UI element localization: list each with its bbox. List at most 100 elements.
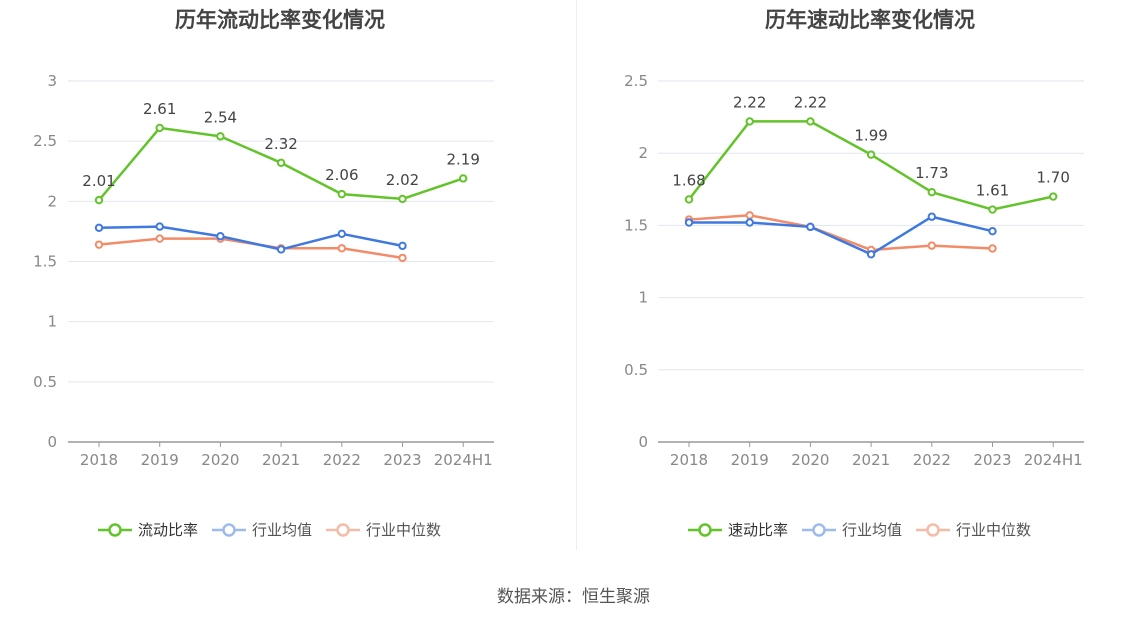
legend-line-marker-green: [688, 522, 722, 537]
data-point: [866, 150, 876, 159]
data-point: [988, 244, 997, 253]
series-line: [688, 214, 993, 252]
data-point: [216, 132, 225, 141]
data-point: [398, 241, 407, 251]
data-point: [866, 250, 876, 259]
x-tick-label: 2020: [201, 451, 239, 469]
chart-legend: 流动比率 行业均值 行业中位数: [98, 519, 441, 540]
data-point: [276, 158, 286, 168]
chart-title: 历年速动比率变化情况: [765, 8, 975, 32]
data-point: [398, 194, 407, 204]
chart-panel-current-ratio: 历年流动比率变化情况 0 0.5 1 1.5 2 2.5 3 2018 2019 2020 2021…: [0, 0, 573, 560]
legend-item-primary[interactable]: 速动比率: [688, 519, 788, 540]
panel-divider: [576, 0, 577, 550]
data-point: [806, 117, 815, 126]
chart-title: 历年流动比率变化情况: [175, 8, 385, 32]
legend-line-marker-blue: [212, 522, 247, 537]
data-label: 1.68: [672, 171, 705, 189]
data-point: [94, 240, 104, 249]
data-point: [927, 241, 936, 250]
y-tick-label: 2.5: [624, 72, 648, 90]
y-tick-label: 3: [47, 72, 57, 90]
legend-label: 行业中位数: [366, 521, 442, 539]
x-tick-label: 2022: [913, 451, 951, 469]
x-tick-label: 2021: [262, 451, 300, 469]
data-label: 1.99: [854, 127, 887, 145]
data-label: 2.32: [264, 135, 297, 153]
legend-line-marker-orange: [326, 522, 361, 537]
data-point: [745, 211, 754, 220]
series-line: [98, 237, 403, 260]
legend-item-median[interactable]: 行业中位数: [916, 519, 1031, 540]
legend-line-marker-blue: [802, 522, 837, 537]
data-point: [988, 205, 997, 214]
y-tick-label: 1: [47, 313, 57, 331]
legend-line-marker-green: [98, 522, 132, 537]
legend-line-marker-orange: [916, 522, 951, 537]
data-point: [337, 189, 346, 199]
data-label: 2.22: [733, 93, 766, 111]
y-tick-label: 2.5: [33, 132, 57, 150]
legend-item-average[interactable]: 行业均值: [212, 519, 312, 540]
y-tick-label: 0.5: [33, 373, 57, 391]
data-label: 1.70: [1036, 169, 1069, 187]
data-point: [94, 223, 104, 233]
data-point: [927, 187, 936, 197]
data-point: [94, 195, 104, 205]
data-point: [988, 226, 997, 236]
data-point: [337, 244, 346, 253]
legend-item-primary[interactable]: 流动比率: [98, 519, 198, 540]
y-tick-label: 1.5: [624, 216, 648, 234]
y-tick-label: 2: [47, 192, 57, 210]
data-source-note: 数据来源：恒生聚源: [497, 587, 650, 607]
data-point: [684, 195, 694, 204]
data-point: [745, 117, 754, 126]
legend-label: 速动比率: [728, 521, 789, 539]
data-point: [155, 234, 164, 243]
data-label: 2.54: [204, 108, 237, 126]
data-point: [459, 174, 468, 183]
legend-label: 行业均值: [842, 521, 903, 539]
legend-item-median[interactable]: 行业中位数: [326, 519, 441, 540]
data-point: [927, 212, 936, 221]
y-tick-label: 1: [638, 289, 648, 307]
legend-label: 流动比率: [138, 521, 199, 539]
data-point: [216, 232, 225, 241]
data-point: [684, 218, 694, 227]
data-label: 1.73: [915, 164, 948, 182]
data-label: 2.02: [386, 171, 419, 189]
x-tick-label: 2022: [323, 451, 361, 469]
data-label: 2.22: [794, 93, 827, 111]
y-tick-label: 2: [638, 144, 648, 162]
legend-label: 行业均值: [252, 521, 313, 539]
data-label: 2.01: [82, 172, 115, 190]
y-tick-label: 0: [638, 433, 648, 451]
x-tick-label: 2018: [670, 451, 708, 469]
data-label: 2.19: [446, 150, 479, 168]
data-label: 1.61: [976, 182, 1009, 200]
data-point: [155, 123, 164, 133]
x-tick-label: 2023: [973, 451, 1011, 469]
x-tick-label: 2018: [80, 451, 118, 469]
data-point: [337, 229, 346, 239]
x-tick-label: 2021: [852, 451, 890, 469]
data-point: [745, 218, 754, 227]
x-tick-label: 2019: [141, 451, 179, 469]
y-tick-label: 0.5: [624, 361, 648, 379]
data-point: [1049, 192, 1058, 201]
chart-legend: 速动比率 行业均值 行业中位数: [688, 519, 1031, 540]
chart-panel-quick-ratio: 历年速动比率变化情况 0 0.5 1 1.5 2 2.5 2018 2019 2020 2021 2…: [574, 0, 1147, 560]
data-point: [276, 245, 286, 254]
series-line: [98, 225, 403, 251]
y-tick-label: 0: [47, 433, 57, 451]
line-chart-quick-ratio: 0 0.5 1 1.5 2 2.5 2018 2019 2020 2021 2022 2023 2024…: [624, 72, 1084, 469]
x-tick-label: 2019: [731, 451, 769, 469]
x-tick-label: 2024H1: [1024, 451, 1083, 469]
x-tick-label: 2020: [791, 451, 829, 469]
data-label: 2.06: [325, 166, 358, 184]
legend-item-average[interactable]: 行业均值: [802, 519, 902, 540]
x-tick-label: 2024H1: [434, 451, 493, 469]
x-tick-label: 2023: [383, 451, 421, 469]
data-label: 2.61: [143, 100, 176, 118]
y-tick-label: 1.5: [33, 253, 57, 271]
